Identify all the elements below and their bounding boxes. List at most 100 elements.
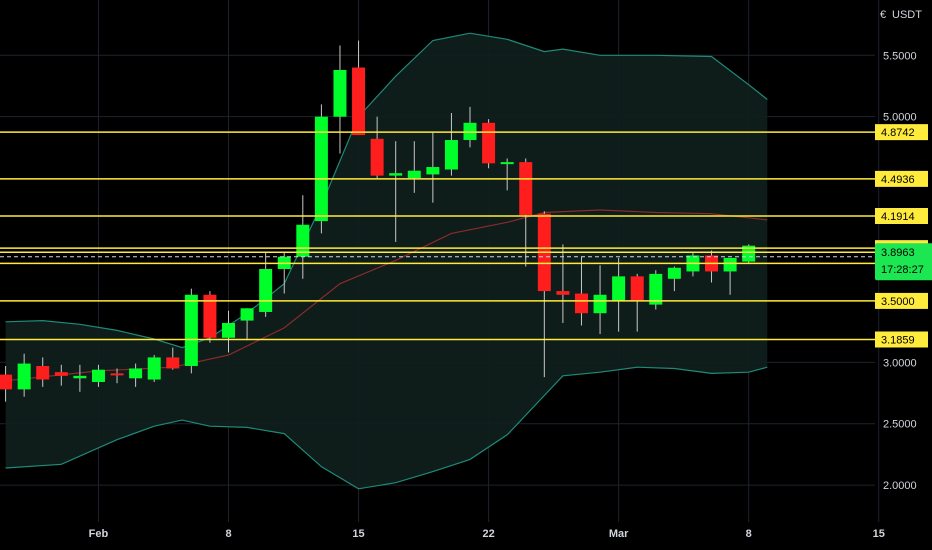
candle[interactable] <box>73 364 87 392</box>
candle-body-up[interactable] <box>612 276 626 301</box>
bollinger-upper-line <box>5 32 768 349</box>
candle[interactable] <box>370 116 384 179</box>
candle-body-down[interactable] <box>519 162 533 215</box>
candle[interactable] <box>240 308 254 341</box>
price-axis[interactable]: € USDT 5.5000 5.0000 3.0000 2.5000 2.0000 <box>880 9 922 492</box>
candle-body-down[interactable] <box>556 291 570 295</box>
date-tick-label: Mar <box>609 528 629 540</box>
level-price-tag[interactable] <box>875 292 928 309</box>
currency-label[interactable]: USDT <box>892 9 922 21</box>
current-price-tag[interactable] <box>875 243 932 281</box>
candle-body-up[interactable] <box>500 162 514 165</box>
candle-body-up[interactable] <box>742 245 756 262</box>
candle[interactable] <box>314 104 328 234</box>
candle-body-up[interactable] <box>147 357 161 380</box>
candle-body-up[interactable] <box>444 140 458 170</box>
candle-body-down[interactable] <box>630 276 644 301</box>
date-tick-label: 22 <box>482 528 494 540</box>
price-tick-label: 5.0000 <box>883 112 917 124</box>
candle[interactable] <box>630 273 644 332</box>
level-price-tag[interactable] <box>875 124 928 141</box>
price-tick-label: 3.0000 <box>883 357 917 369</box>
date-tick-label: 8 <box>746 528 752 540</box>
candle-body-up[interactable] <box>649 273 663 305</box>
candle-body-up[interactable] <box>314 116 328 222</box>
candles[interactable] <box>0 40 756 402</box>
level-price-label: 4.4936 <box>881 174 915 186</box>
price-tick-label: 2.0000 <box>883 480 917 492</box>
support-resistance-levels[interactable]: 4.87424.49364.19143.92973.80603.50003.18… <box>0 124 932 348</box>
candle-body-down[interactable] <box>370 138 384 176</box>
candle-body-down[interactable] <box>203 294 217 338</box>
candle[interactable] <box>222 310 236 353</box>
candle[interactable] <box>147 354 161 382</box>
level-price-label: 3.5000 <box>881 296 915 308</box>
candle[interactable] <box>36 357 50 387</box>
candle[interactable] <box>389 141 403 242</box>
date-tick-label: 15 <box>873 528 885 540</box>
candle-body-up[interactable] <box>593 294 607 314</box>
level-price-tag[interactable] <box>875 170 928 187</box>
time-axis[interactable]: Feb 8 15 22 Mar 8 15 <box>89 528 885 540</box>
currency-icon: € <box>880 9 886 21</box>
candle[interactable] <box>110 368 124 384</box>
price-tick-label: 2.5000 <box>883 419 917 431</box>
bollinger-band-fill <box>5 33 768 489</box>
candle[interactable] <box>667 266 681 292</box>
candle-countdown-label: 17:28:27 <box>881 264 924 276</box>
candle-body-up[interactable] <box>426 167 440 175</box>
date-tick-label: 8 <box>225 528 231 540</box>
candle-body-up[interactable] <box>723 257 737 272</box>
candle[interactable] <box>444 112 458 176</box>
candle[interactable] <box>333 45 347 154</box>
candle[interactable] <box>91 364 105 387</box>
candle[interactable] <box>723 257 737 295</box>
candle-body-up[interactable] <box>222 323 236 338</box>
candle-body-up[interactable] <box>129 368 143 379</box>
candle[interactable] <box>593 265 607 335</box>
level-price-tag[interactable] <box>875 331 928 348</box>
candle-body-down[interactable] <box>574 293 588 314</box>
level-price-label: 4.1914 <box>881 211 915 223</box>
candle-body-up[interactable] <box>240 308 254 321</box>
candle[interactable] <box>556 244 570 324</box>
candle[interactable] <box>574 256 588 326</box>
candle[interactable] <box>129 363 143 387</box>
candle[interactable] <box>166 347 180 370</box>
candle[interactable] <box>0 366 13 402</box>
candle[interactable] <box>352 40 366 136</box>
candle[interactable] <box>203 291 217 343</box>
level-price-tag[interactable] <box>875 207 928 224</box>
candle[interactable] <box>482 119 496 169</box>
candle-body-up[interactable] <box>667 267 681 279</box>
bollinger-middle-line <box>5 209 768 382</box>
candle[interactable] <box>742 244 756 265</box>
candle-body-up[interactable] <box>389 173 403 176</box>
candle[interactable] <box>612 257 626 332</box>
level-price-label: 3.1859 <box>881 334 915 346</box>
candle[interactable] <box>407 141 421 193</box>
candle-body-up[interactable] <box>17 363 31 390</box>
candle-body-down[interactable] <box>54 372 68 376</box>
candle[interactable] <box>500 158 514 191</box>
candle[interactable] <box>184 288 198 374</box>
candle-body-down[interactable] <box>0 374 13 390</box>
candle-body-up[interactable] <box>259 268 273 312</box>
current-price-label: 3.8963 <box>881 247 915 259</box>
candle-body-down[interactable] <box>110 373 124 376</box>
candle-body-down[interactable] <box>166 357 180 369</box>
candle[interactable] <box>17 353 31 397</box>
candle-body-down[interactable] <box>352 67 366 136</box>
price-tick-label: 5.5000 <box>883 50 917 62</box>
candle-body-up[interactable] <box>333 70 347 117</box>
candle-body-up[interactable] <box>407 170 421 179</box>
candle-body-up[interactable] <box>184 294 198 367</box>
candle-body-down[interactable] <box>482 122 496 164</box>
candle-body-up[interactable] <box>73 375 87 379</box>
candle-body-down[interactable] <box>36 366 50 380</box>
candle-body-up[interactable] <box>91 369 105 382</box>
candle[interactable] <box>649 270 663 310</box>
candle[interactable] <box>426 132 440 203</box>
candle[interactable] <box>54 364 68 386</box>
